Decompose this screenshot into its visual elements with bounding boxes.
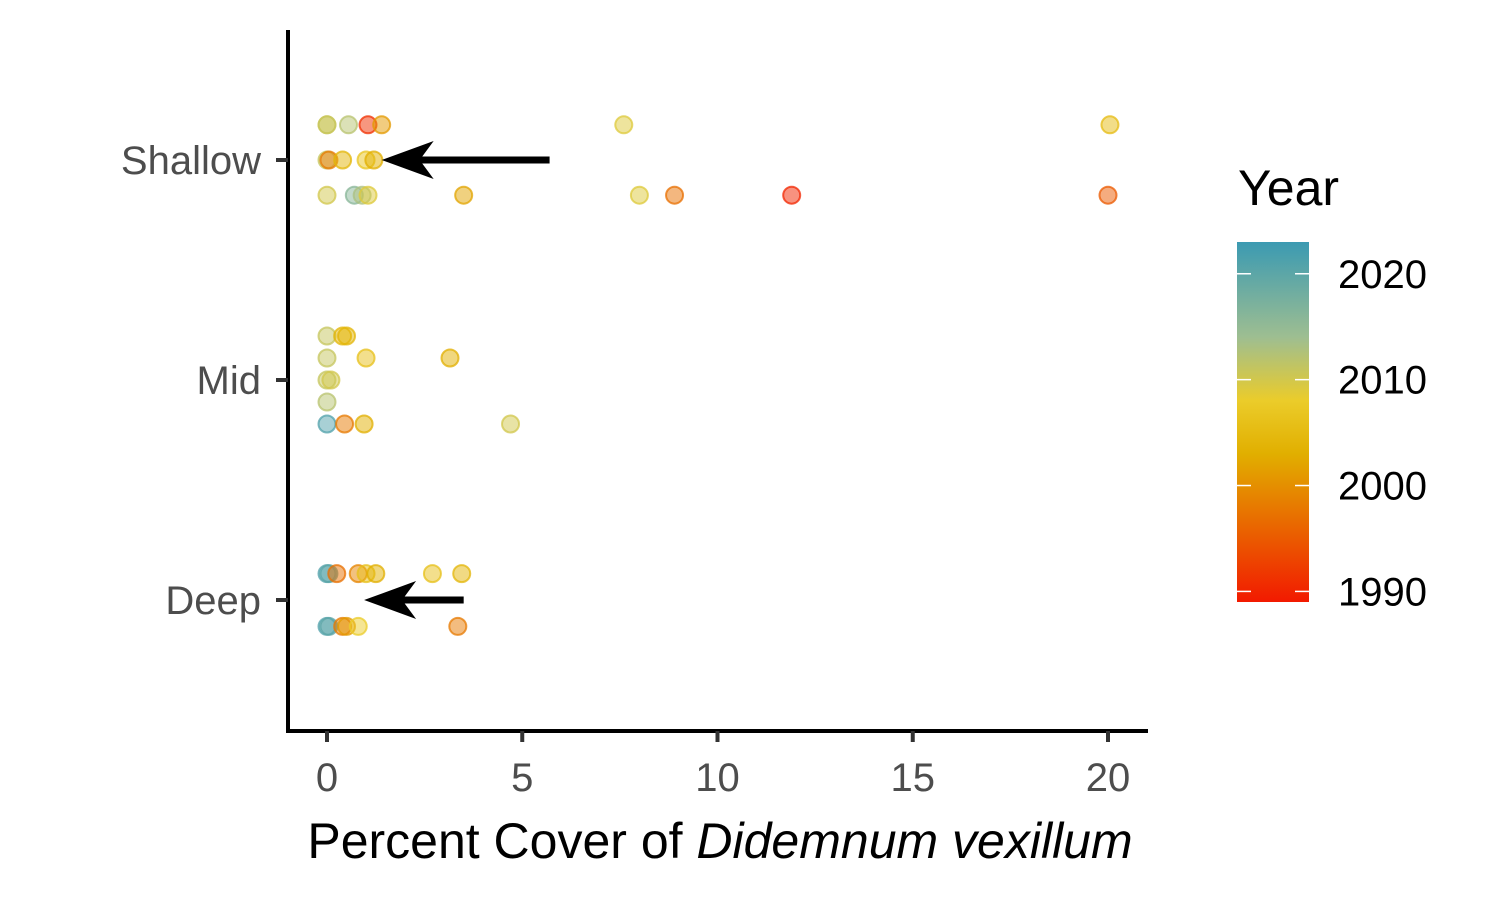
data-point-mid-24 [317,348,337,368]
data-point-mid-28 [321,370,341,390]
data-point-shallow-2 [338,115,358,135]
data-point-shallow-18 [665,185,685,205]
data-point-shallow-4 [372,115,392,135]
data-point-deep-41 [452,564,472,584]
legend-label-1990: 1990 [1338,570,1427,614]
data-point-deep-47 [448,616,468,636]
data-point-shallow-11 [364,150,384,170]
data-point-mid-32 [354,414,374,434]
legend-label-2010: 2010 [1338,359,1427,403]
data-point-shallow-15 [358,185,378,205]
data-point-shallow-9 [333,150,353,170]
x-tick-label-10: 10 [695,756,740,800]
legend-label-2000: 2000 [1338,465,1427,509]
data-point-shallow-6 [1100,115,1120,135]
arrows-layer [364,141,550,619]
x-tick-label-5: 5 [511,756,533,800]
color-legend: Year 1990 2000 2010 2020 [1237,160,1427,614]
data-point-shallow-16 [454,185,474,205]
data-point-mid-31 [335,414,355,434]
data-point-mid-29 [317,392,337,412]
legend-title: Year [1238,160,1339,216]
x-tick-label-15: 15 [891,756,936,800]
data-point-mid-33 [501,414,521,434]
data-point-mid-26 [440,348,460,368]
x-tick-label-20: 20 [1086,756,1131,800]
x-axis-title: Percent Cover of Didemnum vexillum [307,813,1132,869]
points-layer [317,115,1120,636]
data-point-mid-21 [317,326,337,346]
x-tick-label-0: 0 [316,756,338,800]
data-point-deep-46 [348,616,368,636]
data-point-shallow-5 [614,115,634,135]
data-point-shallow-12 [317,185,337,205]
x-axis-title-italic: Didemnum vexillum [696,813,1132,869]
data-point-deep-40 [422,564,442,584]
axes-layer: 0 5 10 15 20 Shallow Mid Deep [121,30,1148,800]
legend-label-2020: 2020 [1338,253,1427,297]
annotation-arrow-shallow [381,141,550,179]
data-point-shallow-20 [1098,185,1118,205]
data-point-deep-39 [366,564,386,584]
data-point-shallow-17 [629,185,649,205]
data-point-mid-25 [356,348,376,368]
colorbar [1237,242,1309,602]
data-point-mid-30 [317,414,337,434]
y-tick-label-mid: Mid [197,359,261,403]
y-tick-label-deep: Deep [165,579,261,623]
y-tick-label-shallow: Shallow [121,139,261,183]
data-point-shallow-19 [782,185,802,205]
data-point-deep-36 [327,564,347,584]
annotation-arrow-deep [364,581,464,619]
data-point-shallow-1 [317,115,337,135]
data-point-mid-23 [337,326,357,346]
x-axis-title-prefix: Percent Cover of [307,813,696,869]
